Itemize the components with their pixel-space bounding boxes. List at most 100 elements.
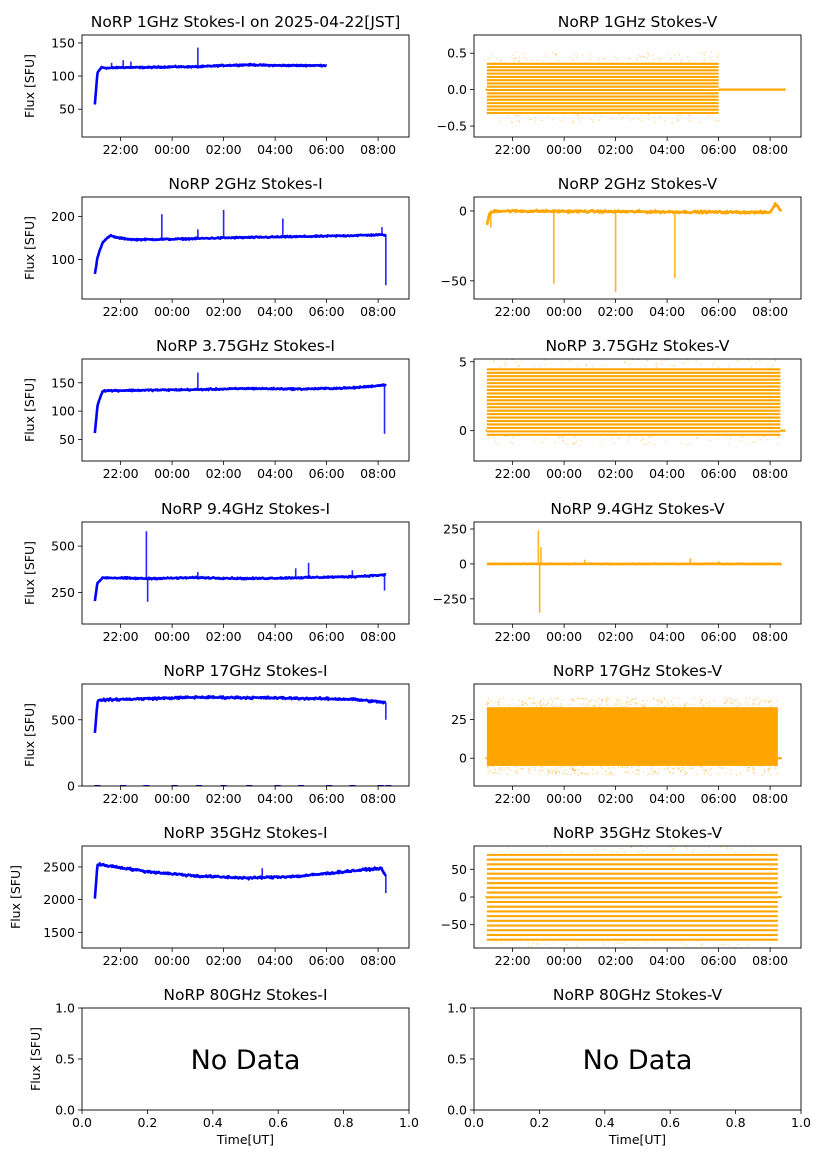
scatter-point — [701, 766, 703, 768]
scatter-point — [672, 847, 674, 850]
scatter-point — [735, 774, 738, 776]
scatter-point — [585, 364, 587, 366]
scatter-point — [562, 765, 564, 768]
scatter-point — [713, 700, 716, 702]
x-tick-label: 1.0 — [791, 1115, 811, 1130]
scatter-point — [545, 437, 547, 439]
x-tick-label: 04:00 — [649, 791, 685, 806]
x-tick-label: 22:00 — [103, 304, 139, 319]
scatter-point — [589, 58, 592, 61]
scatter-point — [621, 705, 623, 708]
scatter-point — [764, 769, 766, 772]
scatter-point — [565, 443, 568, 445]
scatter-point — [728, 443, 730, 446]
scatter-point — [723, 844, 724, 845]
scatter-point — [756, 436, 758, 439]
scatter-point — [616, 57, 618, 60]
axes-frame — [81, 358, 410, 462]
scatter-point — [521, 701, 524, 703]
scatter-point — [499, 767, 502, 769]
x-tick-label: 00:00 — [546, 791, 582, 806]
y-tick-label: 250 — [443, 521, 467, 536]
scatter-point — [761, 774, 763, 776]
series-line — [93, 573, 387, 602]
scatter-point — [737, 943, 739, 946]
scatter-point — [632, 117, 635, 120]
scatter-point — [682, 362, 684, 364]
scatter-point — [520, 360, 522, 362]
scatter-point — [758, 702, 761, 705]
scatter-point — [573, 700, 576, 702]
x-tick-label: 22:00 — [103, 791, 139, 806]
scatter-point — [737, 702, 740, 704]
y-axis-label: Flux [SFU] — [22, 703, 37, 767]
scatter-point — [581, 697, 584, 700]
scatter-point — [552, 770, 554, 773]
scatter-point — [647, 774, 649, 776]
plot-area — [93, 209, 387, 286]
scatter-point — [640, 704, 642, 706]
scatter-point — [635, 437, 638, 440]
scatter-point — [587, 774, 589, 776]
scatter-point — [617, 357, 618, 358]
y-tick-label: 100 — [51, 252, 75, 267]
scatter-point — [570, 773, 572, 776]
scatter-point — [681, 941, 683, 944]
scatter-point — [500, 943, 502, 945]
scatter-point — [710, 51, 712, 54]
scatter-point — [544, 363, 547, 366]
scatter-point — [556, 768, 558, 771]
scatter-point — [508, 950, 509, 951]
scatter-point — [636, 59, 638, 61]
scatter-point — [595, 700, 598, 703]
plot-area — [486, 530, 783, 613]
x-tick-label: 08:00 — [360, 466, 396, 481]
scatter-point — [708, 114, 711, 117]
scatter-point — [510, 840, 511, 841]
scatter-point — [728, 697, 731, 699]
x-tick-label: 02:00 — [598, 629, 634, 644]
scatter-point — [776, 772, 779, 775]
y-tick-label: 200 — [51, 209, 75, 224]
scatter-point — [716, 437, 719, 440]
scatter-point — [725, 697, 727, 699]
scatter-point — [653, 443, 656, 446]
scatter-point — [509, 769, 511, 771]
scatter-point — [752, 768, 754, 770]
scatter-point — [753, 849, 755, 851]
scatter-point — [512, 436, 514, 439]
y-tick-label: 100 — [51, 404, 75, 419]
panel-title: NoRP 35GHz Stokes-I — [163, 824, 327, 842]
scatter-point — [641, 120, 643, 122]
x-tick-label: 06:00 — [309, 142, 345, 157]
scatter-point — [555, 766, 557, 768]
scatter-point — [537, 59, 539, 61]
panel-title: NoRP 2GHz Stokes-I — [168, 175, 322, 193]
scatter-point — [546, 699, 549, 702]
scatter-point — [572, 442, 574, 445]
scatter-point — [654, 121, 656, 124]
y-tick-label: 0.5 — [447, 1052, 467, 1067]
scatter-point — [557, 770, 560, 772]
axes-frame — [81, 34, 410, 138]
x-tick-label: 02:00 — [598, 466, 634, 481]
scatter-point — [514, 58, 517, 60]
panel-title: NoRP 9.4GHz Stokes-V — [550, 500, 725, 518]
x-tick-label: 0.4 — [595, 1115, 615, 1130]
x-tick-label: 02:00 — [206, 142, 242, 157]
scatter-point — [496, 57, 499, 60]
scatter-point — [504, 365, 507, 367]
scatter-point — [621, 117, 623, 120]
scatter-point — [613, 442, 615, 444]
scatter-point — [490, 771, 492, 773]
scatter-point — [612, 773, 614, 776]
scatter-point — [549, 771, 552, 774]
scatter-point — [556, 697, 558, 699]
scatter-point — [551, 119, 554, 121]
scatter-point — [630, 700, 632, 702]
scatter-point — [754, 841, 755, 842]
scatter-point — [719, 846, 722, 848]
scatter-point — [740, 440, 742, 442]
scatter-point — [733, 700, 735, 703]
scatter-point — [656, 842, 657, 843]
